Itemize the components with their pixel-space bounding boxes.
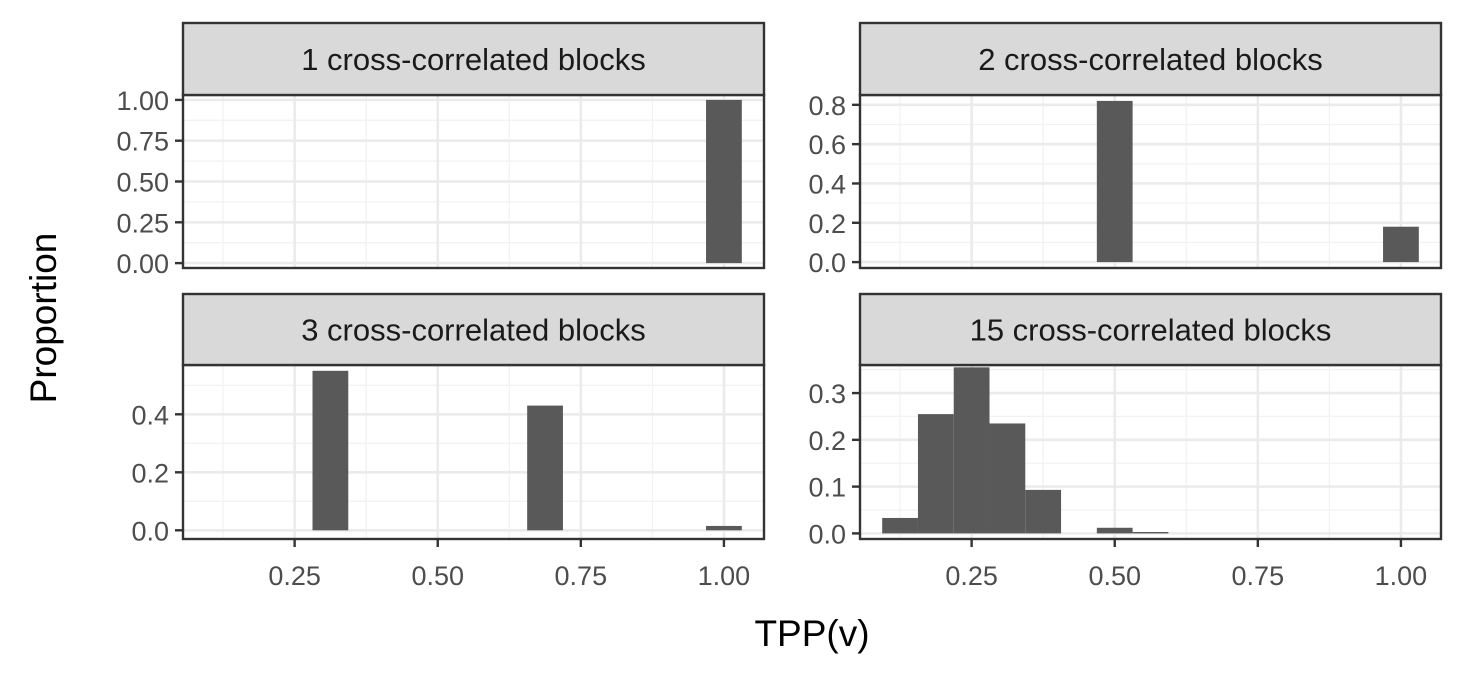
facet-panel: 3 cross-correlated blocks 0.0 0.2 0.4 0.25 0.…	[131, 292, 766, 591]
histogram-bar	[1025, 489, 1062, 534]
histogram-bar	[1132, 531, 1169, 534]
facet-title: 2 cross-correlated blocks	[978, 42, 1323, 77]
x-tick-label: 0.50	[411, 561, 464, 591]
x-tick-label: 0.75	[1232, 561, 1285, 591]
facet-strip	[181, 21, 766, 97]
x-tick-label: 0.75	[555, 561, 608, 591]
histogram-bar	[527, 405, 563, 531]
facet-strip	[181, 292, 766, 367]
x-axis-title: TPP(v)	[754, 613, 869, 654]
histogram-bar	[953, 367, 990, 534]
histogram-bar	[706, 525, 742, 531]
histogram-bar	[1383, 226, 1419, 263]
histogram-bar	[882, 517, 918, 534]
facet-strip	[858, 292, 1443, 367]
y-tick-label: 0.50	[116, 168, 169, 198]
x-tick-label: 0.50	[1088, 561, 1141, 591]
y-tick-label: 0.4	[131, 400, 169, 430]
y-tick-label: 0.75	[116, 127, 169, 157]
x-tick-label: 1.00	[1375, 561, 1428, 591]
panel-background	[183, 365, 764, 539]
y-tick-label: 0.0	[131, 516, 169, 546]
y-tick-label: 0.2	[131, 458, 169, 488]
y-tick-label: 0.2	[808, 209, 846, 239]
x-tick-label: 1.00	[698, 561, 751, 591]
facet-panel: 2 cross-correlated blocks 0.0 0.2 0.4 0.6 0.8	[808, 21, 1443, 278]
facet-strip	[858, 21, 1443, 97]
y-tick-label: 0.4	[808, 169, 846, 199]
histogram-bar	[917, 414, 954, 534]
y-tick-label: 0.3	[808, 379, 846, 409]
y-tick-label: 0.0	[808, 519, 846, 549]
y-tick-label: 1.00	[116, 86, 169, 116]
y-tick-label: 0.2	[808, 426, 846, 456]
histogram-bar	[1096, 527, 1133, 534]
facet-panel: 15 cross-correlated blocks 0.0 0.1 0.2 0.3 0.…	[808, 292, 1443, 591]
y-tick-label: 0.1	[808, 473, 846, 503]
facet-panel: 1 cross-correlated blocks 0.00 0.25 0.50 0.7…	[116, 21, 766, 279]
y-tick-label: 0.0	[808, 248, 846, 278]
y-tick-label: 0.8	[808, 91, 846, 121]
y-axis-title: Proportion	[23, 233, 64, 404]
histogram-bar	[1096, 100, 1133, 263]
facet-title: 15 cross-correlated blocks	[970, 313, 1332, 348]
x-tick-label: 0.25	[945, 561, 998, 591]
facet-title: 3 cross-correlated blocks	[301, 313, 646, 348]
histogram-bar	[706, 99, 742, 264]
panel-background	[860, 95, 1441, 268]
histogram-bar	[989, 423, 1026, 534]
y-tick-label: 0.25	[116, 208, 169, 238]
y-tick-label: 0.6	[808, 130, 846, 160]
histogram-bar	[312, 370, 349, 531]
x-tick-label: 0.25	[268, 561, 321, 591]
facet-title: 1 cross-correlated blocks	[301, 42, 646, 77]
y-tick-label: 0.00	[116, 249, 169, 279]
